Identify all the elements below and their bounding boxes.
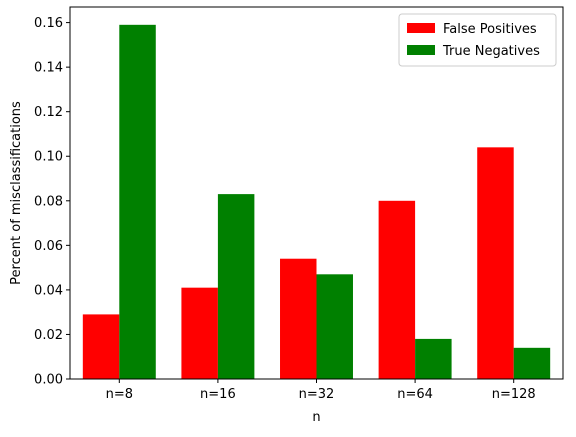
x-axis-label: n xyxy=(312,410,320,425)
x-tick-label: n=128 xyxy=(492,387,536,402)
x-tick-label: n=16 xyxy=(200,387,236,402)
false-positives-bar-n=32 xyxy=(280,258,317,379)
y-tick-label: 0.06 xyxy=(34,239,63,254)
y-tick-label: 0.12 xyxy=(34,105,63,120)
y-tick-label: 0.08 xyxy=(34,194,63,209)
y-tick-label: 0.04 xyxy=(34,283,63,298)
true-negatives-bar-n=128 xyxy=(513,347,551,379)
plot-frame xyxy=(69,6,564,380)
true-negatives-legend-label: True Negatives xyxy=(442,44,540,59)
y-axis-label: Percent of misclassifications xyxy=(9,101,24,285)
y-tick-label: 0.16 xyxy=(34,16,63,31)
false-positives-bar-n=128 xyxy=(477,147,514,379)
true-negatives-bar-n=64 xyxy=(415,338,452,379)
true-negatives-bar-n=8 xyxy=(119,24,156,379)
false-positives-bar-n=16 xyxy=(181,287,218,379)
false-positives-legend-label: False Positives xyxy=(443,22,537,37)
true-negatives-bar-n=32 xyxy=(316,274,353,379)
false-positives-bar-n=8 xyxy=(82,314,120,379)
x-tick-label: n=32 xyxy=(299,387,335,402)
true-negatives-legend-swatch xyxy=(407,45,435,55)
x-tick-label: n=64 xyxy=(397,387,433,402)
false-positives-legend-swatch xyxy=(407,23,435,33)
legend: False Positives True Negatives xyxy=(398,13,557,67)
false-positives-bar-n=64 xyxy=(378,200,416,379)
y-tick-label: 0.02 xyxy=(34,328,63,343)
true-negatives-bar-n=16 xyxy=(217,194,255,379)
bars-group xyxy=(82,24,551,379)
y-tick-label: 0.14 xyxy=(34,61,63,76)
y-axis: 0.00 0.02 0.04 0.06 0.08 0.10 0.12 0.14 0.16 xyxy=(34,16,70,388)
x-tick-label: n=8 xyxy=(106,387,133,402)
y-tick-label: 0.10 xyxy=(34,150,63,165)
y-tick-label: 0.00 xyxy=(34,373,63,388)
x-axis: n=8 n=16 n=32 n=64 n=128 xyxy=(106,379,536,402)
legend-box xyxy=(398,13,557,67)
